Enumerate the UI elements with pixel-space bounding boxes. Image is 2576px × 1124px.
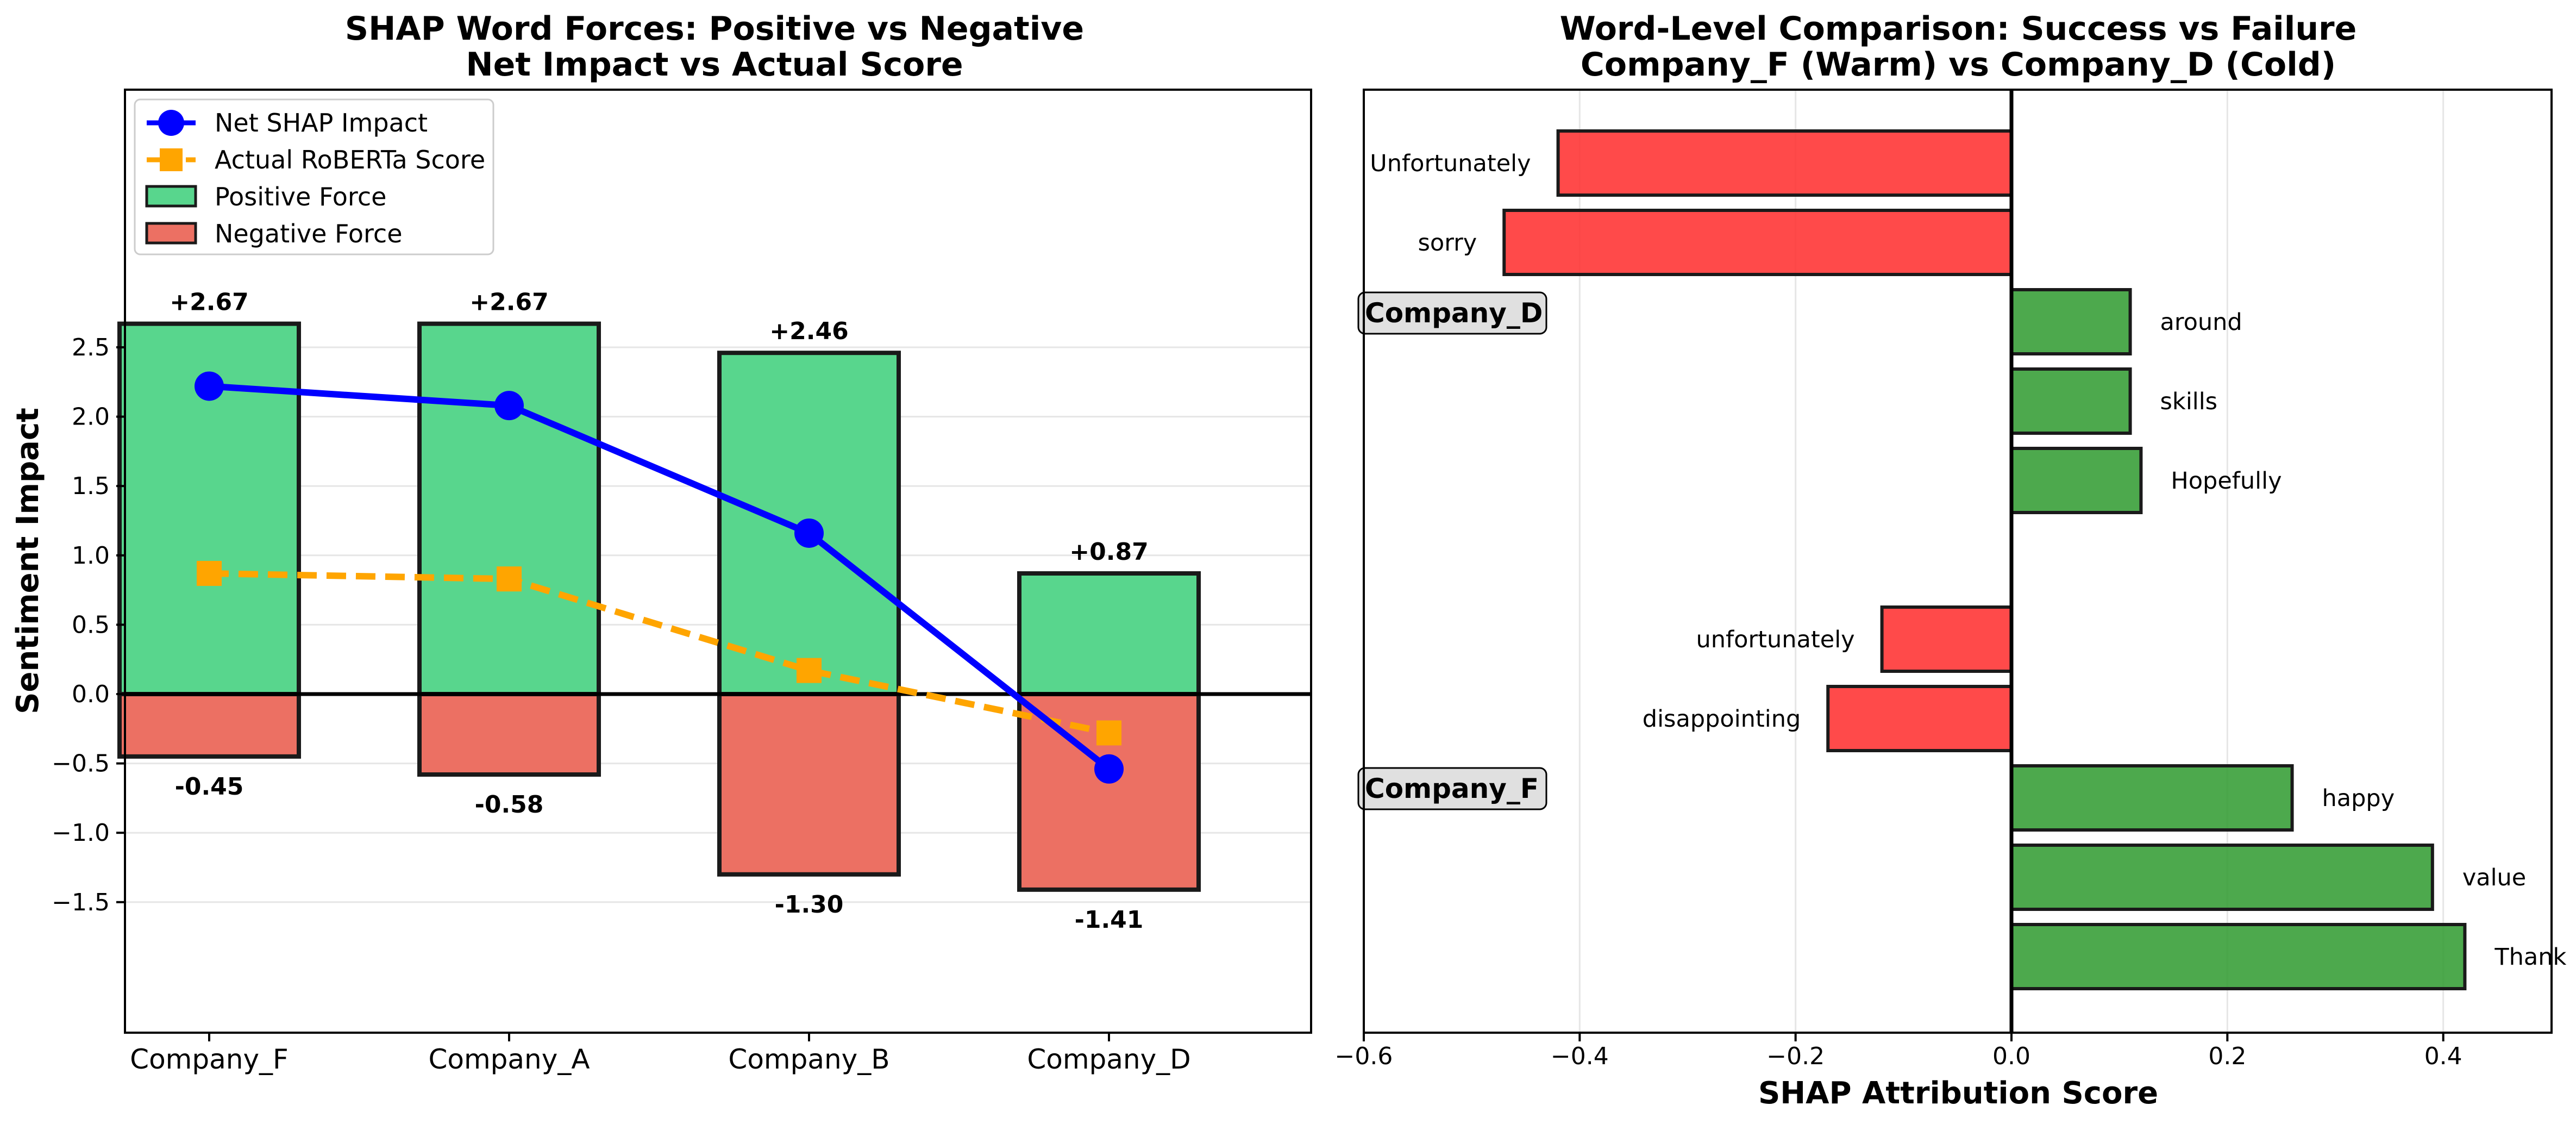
negative-bar — [417, 692, 601, 777]
left-ytick-label: −0.5 — [52, 750, 110, 778]
legend-label-actual: Actual RoBERTa Score — [215, 145, 485, 174]
right-chart: Word-Level Comparison: Success vs Failur… — [1335, 10, 2567, 1111]
word-bar — [2010, 447, 2143, 514]
left-series-lines — [195, 371, 1124, 784]
right-x-axis-label: SHAP Attribution Score — [1758, 1076, 2158, 1111]
right-xtick-label: −0.2 — [1766, 1042, 1825, 1070]
left-ytick-label: 1.0 — [72, 542, 110, 570]
word-label: Thank — [2494, 944, 2566, 971]
actual-score-point — [797, 658, 822, 683]
word-label: Hopefully — [2171, 467, 2282, 495]
left-chart: SHAP Word Forces: Positive vs Negative N… — [10, 10, 1312, 1075]
negative-value-label: -1.30 — [775, 891, 844, 919]
actual-score-point — [497, 566, 522, 592]
group-label: Company_D — [1365, 297, 1543, 329]
net-impact-line — [209, 383, 1111, 772]
word-label: unfortunately — [1696, 626, 1855, 653]
word-label: disappointing — [1643, 705, 1801, 733]
word-bar — [1880, 605, 2013, 673]
right-bars — [1502, 129, 2467, 990]
word-label: happy — [2322, 785, 2395, 812]
word-label: skills — [2160, 388, 2218, 415]
legend-entry-actual: Actual RoBERTa Score — [147, 145, 485, 174]
positive-value-label: +2.46 — [769, 317, 848, 345]
left-data-labels: +2.67 -0.45 +2.67 -0.58 +2.46 -1.30 +0.87 -1.41 — [170, 289, 1148, 934]
left-plot-frame — [124, 89, 1312, 1034]
legend-entry-negative: Negative Force — [145, 219, 403, 248]
left-xtick-label: Company_B — [728, 1044, 889, 1075]
negative-value-label: -1.41 — [1075, 906, 1144, 934]
negative-value-label: -0.58 — [475, 791, 544, 819]
left-chart-title: SHAP Word Forces: Positive vs Negative — [345, 10, 1084, 48]
word-label: sorry — [1418, 229, 1477, 257]
actual-score-line — [209, 570, 1110, 736]
word-bar — [2010, 923, 2467, 990]
right-chart-title: Word-Level Comparison: Success vs Failur… — [1560, 10, 2357, 48]
left-ytick-label: −1.0 — [52, 819, 110, 847]
group-label-box — [1357, 767, 1547, 810]
word-bar — [2010, 844, 2434, 911]
word-bar — [1502, 209, 2013, 276]
left-bars — [117, 321, 1201, 892]
word-bar — [2010, 367, 2132, 435]
negative-bar — [117, 692, 301, 759]
net-impact-point — [794, 518, 824, 548]
positive-value-label: +0.87 — [1069, 538, 1148, 566]
right-xtick-label: 0.4 — [2424, 1042, 2462, 1070]
net-impact-point — [494, 391, 524, 421]
left-y-axis-label: Sentiment Impact — [10, 408, 46, 714]
right-xtick-label: 0.2 — [2208, 1042, 2246, 1070]
left-xtick-label: Company_A — [428, 1044, 590, 1075]
right-xtick-label: 0.0 — [1992, 1042, 2030, 1070]
legend-label-negative: Negative Force — [215, 219, 403, 248]
actual-score-point — [197, 560, 222, 586]
left-x-ticks: Company_F Company_A Company_B Company_D — [130, 1033, 1191, 1075]
right-plot-frame — [1363, 89, 2553, 1034]
left-y-ticks: 2.5 2.0 1.5 1.0 0.5 0.0 −0.5 −1.0 −1.5 — [52, 334, 125, 916]
left-xtick-label: Company_F — [130, 1044, 289, 1075]
positive-value-label: +2.67 — [469, 289, 548, 316]
group-label: Company_F — [1365, 773, 1539, 804]
right-group-labels: Company_D Company_F — [1357, 291, 1547, 810]
right-chart-subtitle: Company_F (Warm) vs Company_D (Cold) — [1581, 46, 2336, 84]
left-ytick-label: −1.5 — [52, 889, 110, 916]
right-xtick-label: −0.6 — [1335, 1042, 1393, 1070]
group-label-box — [1357, 291, 1547, 335]
word-bar — [1826, 685, 2013, 752]
legend-entry-net: Net SHAP Impact — [147, 108, 428, 138]
legend-entry-positive: Positive Force — [145, 182, 386, 211]
legend-label-net: Net SHAP Impact — [215, 108, 428, 138]
net-impact-point — [195, 371, 224, 401]
positive-bar — [417, 321, 601, 696]
left-xtick-label: Company_D — [1027, 1044, 1190, 1075]
left-chart-subtitle: Net Impact vs Actual Score — [466, 46, 963, 84]
right-xtick-label: −0.4 — [1551, 1042, 1609, 1070]
left-ytick-label: 0.5 — [72, 611, 110, 639]
right-word-labels: Unfortunately sorry around skills Hopefully u… — [1370, 150, 2566, 971]
left-legend: Net SHAP Impact Actual RoBERTa Score Pos… — [134, 98, 494, 255]
right-x-ticks: −0.6 −0.4 −0.2 0.0 0.2 0.4 — [1335, 1033, 2462, 1070]
net-impact-point — [1094, 754, 1124, 784]
word-bar — [2010, 764, 2294, 832]
actual-score-point — [1096, 720, 1121, 746]
word-label: value — [2462, 864, 2526, 891]
legend-label-positive: Positive Force — [215, 182, 386, 211]
left-ytick-label: 2.5 — [72, 334, 110, 361]
left-ytick-label: 2.0 — [72, 403, 110, 431]
left-ytick-label: 1.5 — [72, 472, 110, 500]
word-label: Unfortunately — [1370, 150, 1531, 177]
negative-bar — [717, 692, 901, 877]
negative-value-label: -0.45 — [175, 773, 244, 801]
word-bar — [2010, 288, 2132, 355]
positive-value-label: +2.67 — [170, 289, 248, 316]
legend-frame — [134, 98, 494, 255]
word-bar — [1556, 129, 2013, 197]
word-label: around — [2160, 309, 2242, 336]
left-ytick-label: 0.0 — [72, 680, 110, 708]
positive-bar — [1017, 571, 1201, 696]
